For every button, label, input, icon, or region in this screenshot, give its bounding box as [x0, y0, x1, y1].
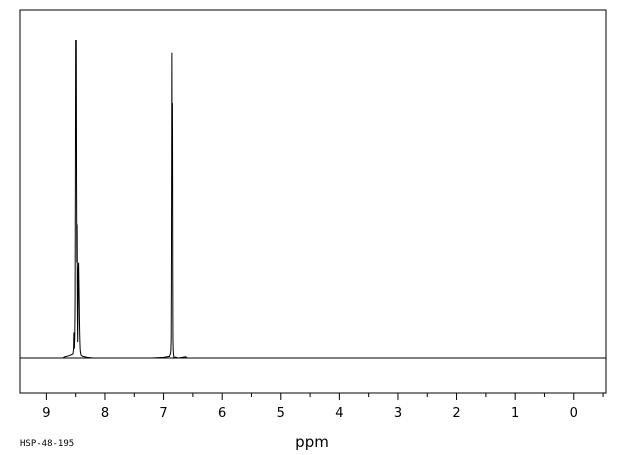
- x-tick-label: 0: [570, 406, 578, 421]
- x-axis-title: ppm: [295, 433, 329, 451]
- plot-frame: [19, 9, 607, 394]
- x-tick-label: 5: [277, 406, 285, 421]
- x-tick-label: 1: [511, 406, 519, 421]
- sample-id-label: HSP-48-195: [20, 439, 74, 449]
- x-tick-label: 2: [452, 406, 460, 421]
- x-tick-label: 3: [394, 406, 402, 421]
- x-tick-label: 7: [159, 406, 167, 421]
- spectrum-trace: [20, 39, 606, 359]
- x-tick-label: 8: [101, 406, 109, 421]
- x-tick-label: 4: [335, 406, 343, 421]
- x-axis-ticks: [45, 393, 604, 400]
- x-tick-label: 6: [218, 406, 226, 421]
- x-tick-label: 9: [42, 406, 50, 421]
- x-axis-tick-labels: 9 8 7 6 5 4 3 2 1 0: [42, 406, 578, 421]
